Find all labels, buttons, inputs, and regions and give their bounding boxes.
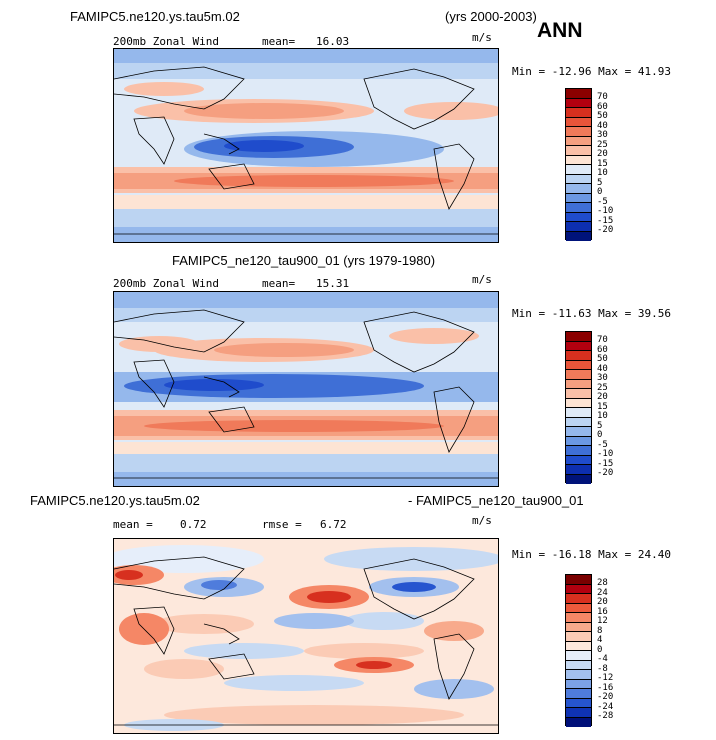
p3-tick-label: -12 — [597, 673, 614, 683]
p3-tick-label: 8 — [597, 626, 603, 636]
p2-tick-label: -5 — [597, 440, 608, 450]
p1-mean-value: 16.03 — [316, 35, 350, 48]
p3-mean-value: 0.72 — [180, 518, 207, 531]
p1-variable-label: 200mb Zonal Wind — [113, 35, 219, 48]
p1-tick-label: 5 — [597, 178, 603, 188]
p3-tick-label: -4 — [597, 654, 608, 664]
p1-tick-label: 25 — [597, 140, 608, 150]
p3-rmse-label: rmse = — [262, 518, 302, 531]
p2-tick-label: 30 — [597, 373, 608, 383]
p2-tick-label: 60 — [597, 345, 608, 355]
p3-tick-label: 12 — [597, 616, 608, 626]
p3-tick-label: -28 — [597, 711, 614, 721]
p2-tick-label: -10 — [597, 449, 614, 459]
p1-tick-label: 30 — [597, 130, 608, 140]
p2-tick-label: 0 — [597, 430, 603, 440]
p2-min-max: Min = -11.63 Max = 39.56 — [512, 307, 671, 320]
p3-min-max: Min = -16.18 Max = 24.40 — [512, 548, 671, 561]
p1-tick-label: 10 — [597, 168, 608, 178]
p2-units: m/s — [472, 273, 492, 286]
p1-tick-label: 20 — [597, 149, 608, 159]
p2-tick-label: 50 — [597, 354, 608, 364]
p1-tick-label: 0 — [597, 187, 603, 197]
p3-tick-label: 16 — [597, 607, 608, 617]
p3-tick-label: 4 — [597, 635, 603, 645]
p1-tick-label: 60 — [597, 102, 608, 112]
p3-tick-label: 24 — [597, 588, 608, 598]
p3-tick-label: 28 — [597, 578, 608, 588]
p2-colorbar — [565, 331, 592, 484]
p1-min-max: Min = -12.96 Max = 41.93 — [512, 65, 671, 78]
p2-tick-label: -15 — [597, 459, 614, 469]
p2-variable-label: 200mb Zonal Wind — [113, 277, 219, 290]
p3-rmse-value: 6.72 — [320, 518, 347, 531]
p2-tick-label: 5 — [597, 421, 603, 431]
p1-tick-label: 50 — [597, 111, 608, 121]
p1-mean-label: mean= — [262, 35, 296, 48]
p3-mean-label: mean = — [113, 518, 153, 531]
case-a-title: FAMIPC5.ne120.ys.tau5m.02 — [70, 9, 240, 24]
p2-mean-label: mean= — [262, 277, 296, 290]
p1-tick-label: -20 — [597, 225, 614, 235]
p1-tick-label: -15 — [597, 216, 614, 226]
p3-tick-label: -20 — [597, 692, 614, 702]
p3-title-left: FAMIPC5.ne120.ys.tau5m.02 — [30, 493, 200, 508]
p3-map — [113, 538, 499, 734]
p2-map — [113, 291, 499, 487]
p3-tick-label: -8 — [597, 664, 608, 674]
p3-tick-label: 20 — [597, 597, 608, 607]
p3-tick-label: -16 — [597, 683, 614, 693]
p1-tick-label: 70 — [597, 92, 608, 102]
p1-map — [113, 48, 499, 243]
p3-tick-label: -24 — [597, 702, 614, 712]
season-label: ANN — [537, 19, 583, 42]
p1-tick-label: 40 — [597, 121, 608, 131]
p2-title: FAMIPC5_ne120_tau900_01 (yrs 1979-1980) — [172, 253, 436, 268]
p2-tick-label: 70 — [597, 335, 608, 345]
p2-tick-label: 40 — [597, 364, 608, 374]
p3-title-right: - FAMIPC5_ne120_tau900_01 — [408, 493, 584, 508]
p1-units: m/s — [472, 31, 492, 44]
p3-colorbar — [565, 574, 592, 727]
p2-tick-label: 10 — [597, 411, 608, 421]
p2-tick-label: 20 — [597, 392, 608, 402]
p3-tick-label: 0 — [597, 645, 603, 655]
p3-units: m/s — [472, 514, 492, 527]
years-label: (yrs 2000-2003) — [445, 9, 537, 24]
p2-mean-value: 15.31 — [316, 277, 350, 290]
p2-tick-label: -20 — [597, 468, 614, 478]
p1-colorbar — [565, 88, 592, 241]
p2-tick-label: 15 — [597, 402, 608, 412]
p1-tick-label: -10 — [597, 206, 614, 216]
p2-tick-label: 25 — [597, 383, 608, 393]
p1-tick-label: -5 — [597, 197, 608, 207]
p1-tick-label: 15 — [597, 159, 608, 169]
